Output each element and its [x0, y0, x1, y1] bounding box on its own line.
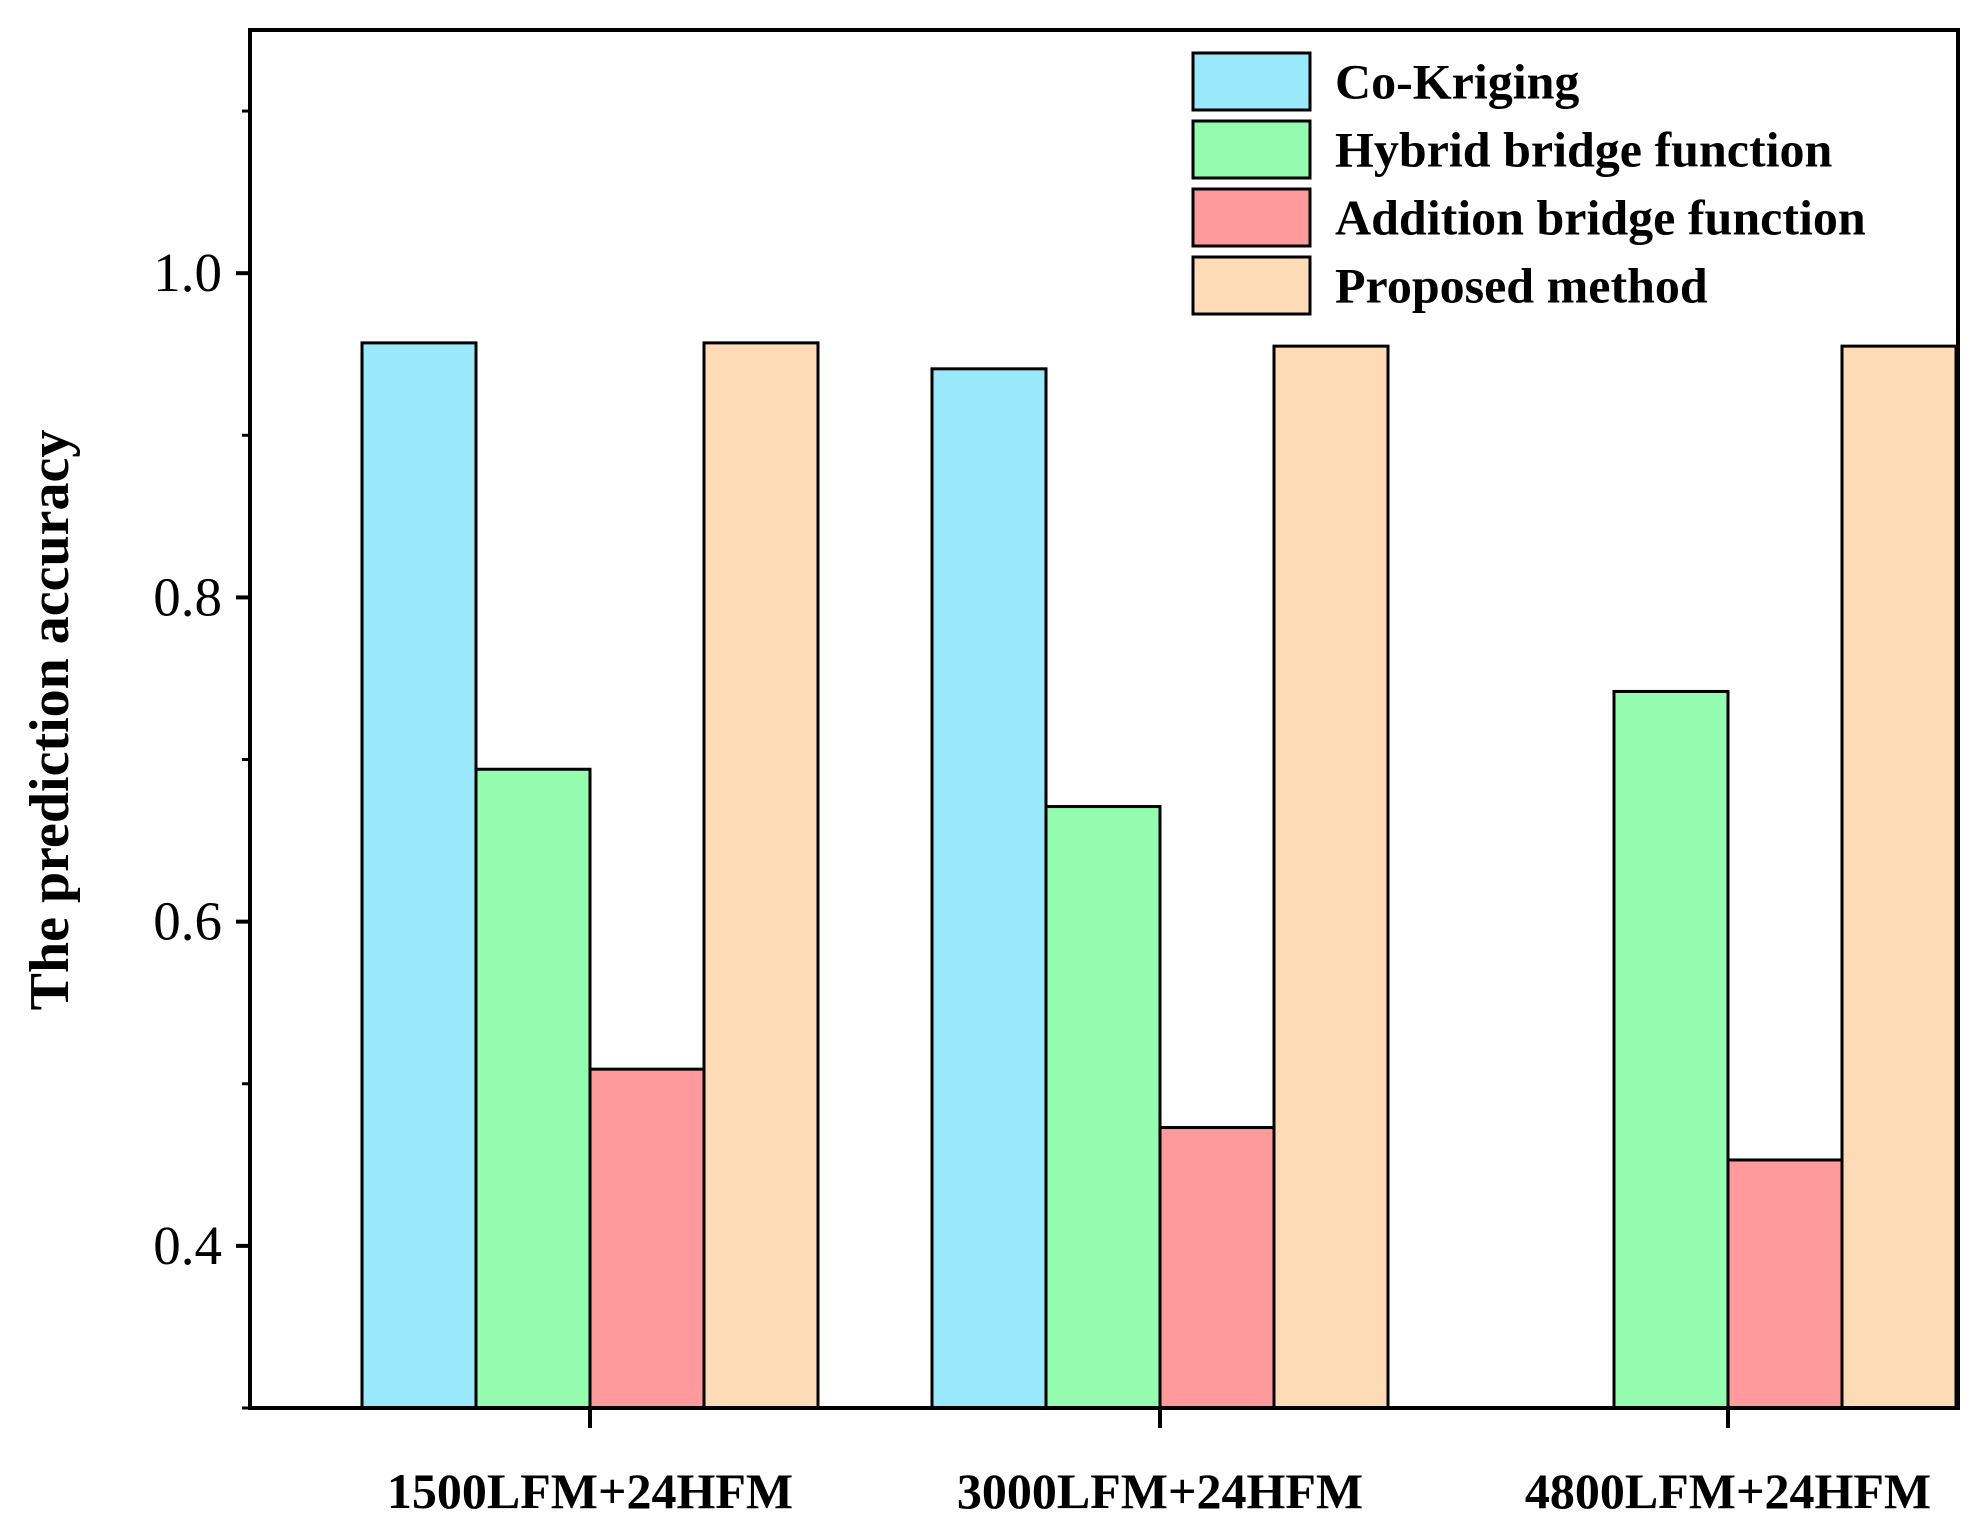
legend-swatch-2	[1191, 119, 1312, 180]
x-category-label: 4800LFM+24HFM	[1525, 1463, 1931, 1519]
legend-swatch-4	[1191, 255, 1312, 316]
legend-label-1: Co-Kriging	[1335, 54, 1579, 110]
y-tick-label: 0.4	[153, 1215, 222, 1276]
legend-label-4: Proposed method	[1335, 258, 1708, 314]
bar-1-1	[360, 341, 478, 1410]
bar-2-3	[1612, 689, 1730, 1410]
x-category-label: 3000LFM+24HFM	[957, 1463, 1363, 1519]
legend-swatch-1	[1191, 51, 1312, 112]
bar-3-2	[1158, 1126, 1276, 1410]
legend: Co-Kriging Hybrid bridge function Addition…	[1191, 51, 1866, 316]
bar-3-1	[588, 1067, 706, 1410]
y-tick-label: 1.0	[153, 242, 222, 303]
bars-group	[360, 341, 1958, 1410]
bar-3-3	[1726, 1158, 1844, 1410]
x-axis: 1500LFM+24HFM 3000LFM+24HFM 4800LFM+24HFM	[387, 1408, 1931, 1519]
y-tick-label: 0.8	[153, 566, 222, 627]
bar-4-3	[1840, 344, 1958, 1410]
bar-4-1	[702, 341, 820, 1410]
y-axis-title: The prediction accuracy	[19, 430, 81, 1011]
bar-4-2	[1272, 344, 1390, 1410]
legend-swatch-3	[1191, 187, 1312, 248]
bar-2-2	[1044, 805, 1162, 1410]
plot-frame	[248, 28, 1960, 1410]
y-tick-label: 0.6	[153, 891, 222, 952]
legend-label-3: Addition bridge function	[1335, 190, 1866, 246]
legend-label-2: Hybrid bridge function	[1335, 122, 1832, 178]
bar-2-1	[474, 767, 592, 1410]
x-category-label: 1500LFM+24HFM	[387, 1463, 793, 1519]
bar-1-2	[930, 367, 1048, 1410]
y-axis: 0.4 0.6 0.8 1.0	[153, 109, 250, 1410]
